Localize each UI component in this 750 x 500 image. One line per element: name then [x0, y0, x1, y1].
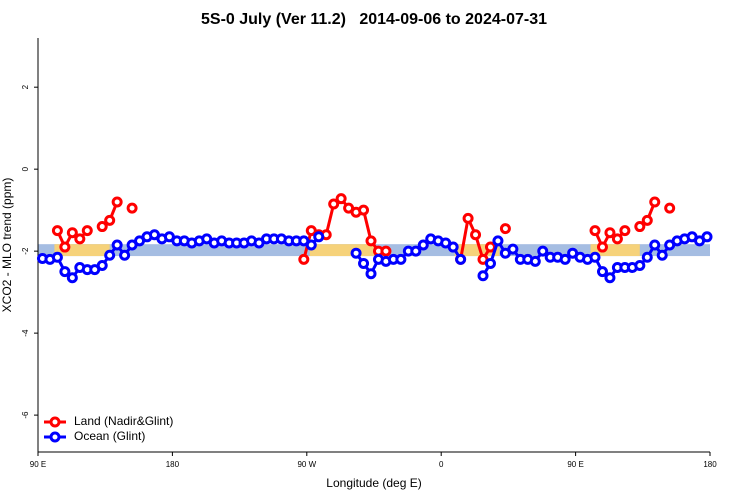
x-tick-label: 0	[439, 460, 444, 469]
data-point	[664, 202, 676, 214]
data-point	[596, 241, 608, 253]
data-point	[365, 235, 377, 247]
x-axis-label: Longitude (deg E)	[326, 476, 421, 490]
data-point	[395, 253, 407, 265]
data-point	[701, 231, 713, 243]
data-point	[455, 253, 467, 265]
y-tick-label: 2	[21, 84, 30, 89]
data-point	[66, 227, 78, 239]
data-point	[298, 253, 310, 265]
legend-marker	[49, 416, 61, 428]
data-point	[641, 214, 653, 226]
data-point	[589, 251, 601, 263]
data-point	[59, 266, 71, 278]
band-highlight	[54, 244, 110, 257]
data-point	[111, 196, 123, 208]
band-highlight	[590, 244, 640, 257]
data-point	[634, 259, 646, 271]
data-point	[66, 272, 78, 284]
chart-title: 5S-0 July (Ver 11.2) 2014-09-06 to 2024-…	[201, 11, 547, 28]
data-point	[358, 204, 370, 216]
data-point	[589, 225, 601, 237]
data-point	[119, 249, 131, 261]
y-tick-label: 0	[21, 166, 30, 171]
x-tick-label: 180	[703, 460, 717, 469]
data-point	[604, 227, 616, 239]
data-point	[51, 251, 63, 263]
x-tick-label: 90 E	[30, 460, 46, 469]
data-point	[641, 251, 653, 263]
data-point	[417, 239, 429, 251]
data-point	[104, 249, 116, 261]
legend-label: Land (Nadir&Glint)	[74, 414, 173, 428]
data-point	[51, 225, 63, 237]
y-axis-label: XCO2 - MLO trend (ppm)	[0, 178, 14, 313]
data-point	[499, 223, 511, 235]
data-point	[111, 239, 123, 251]
data-point	[96, 259, 108, 271]
data-point	[328, 198, 340, 210]
data-point	[335, 193, 347, 205]
data-point	[537, 245, 549, 257]
data-point	[477, 270, 489, 282]
y-tick-label: -2	[21, 247, 30, 255]
band-highlight	[454, 244, 500, 257]
data-point	[484, 257, 496, 269]
data-point	[313, 231, 325, 243]
data-point	[596, 266, 608, 278]
data-point	[649, 239, 661, 251]
data-point	[611, 233, 623, 245]
data-point	[74, 233, 86, 245]
data-point	[305, 239, 317, 251]
data-point	[559, 253, 571, 265]
data-point	[634, 221, 646, 233]
data-point	[507, 243, 519, 255]
data-point	[59, 241, 71, 253]
data-point	[104, 214, 116, 226]
data-point	[350, 247, 362, 259]
x-tick-label: 90 E	[567, 460, 583, 469]
data-point	[96, 221, 108, 233]
data-point	[462, 212, 474, 224]
y-tick-label: -6	[21, 411, 30, 419]
data-point	[649, 196, 661, 208]
data-point	[358, 257, 370, 269]
data-point	[604, 272, 616, 284]
legend-marker	[49, 431, 61, 443]
x-tick-label: 180	[166, 460, 180, 469]
y-tick-label: -4	[21, 329, 30, 337]
data-point	[365, 268, 377, 280]
data-point	[447, 241, 459, 253]
data-point	[81, 225, 93, 237]
data-point	[410, 245, 422, 257]
data-point	[529, 255, 541, 267]
data-point	[126, 202, 138, 214]
data-point	[470, 229, 482, 241]
data-point	[380, 245, 392, 257]
legend-label: Ocean (Glint)	[74, 429, 145, 443]
data-point	[484, 241, 496, 253]
data-point	[619, 225, 631, 237]
data-point	[656, 249, 668, 261]
data-point	[492, 235, 504, 247]
band-highlight	[309, 244, 376, 257]
x-tick-label: 90 W	[297, 460, 316, 469]
